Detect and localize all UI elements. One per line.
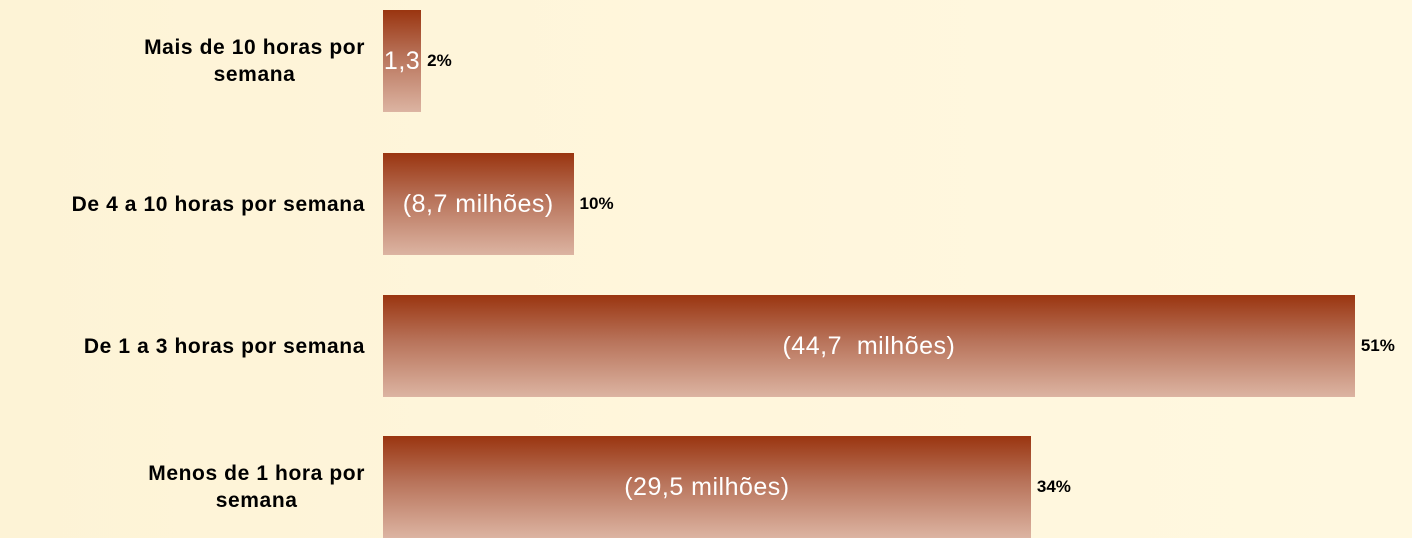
value-label: 34% [1036, 477, 1071, 496]
bar-row: Mais de 10 horas por semana 1,3 2% [0, 10, 1412, 112]
bar: (44,7 milhões) [383, 295, 1355, 397]
bar-row: Menos de 1 hora por semana (29,5 milhões)… [0, 436, 1412, 538]
bar: 1,3 [383, 10, 422, 112]
category-label: De 4 a 10 horas por semana [0, 153, 365, 255]
category-text: Menos de 1 hora por semana [148, 462, 365, 512]
bar: (8,7 milhões) [383, 153, 574, 255]
value-label: 2% [427, 51, 452, 70]
category-label: Mais de 10 horas por semana [0, 10, 365, 112]
bar: (29,5 milhões) [383, 436, 1031, 538]
value-label: 51% [1360, 336, 1395, 355]
category-label: Menos de 1 hora por semana [0, 436, 365, 538]
category-text: De 1 a 3 horas por semana [83, 334, 365, 358]
category-text: Mais de 10 horas por semana [144, 36, 365, 86]
bar-row: De 4 a 10 horas por semana (8,7 milhões) 1… [0, 153, 1412, 255]
value-label: 10% [579, 194, 614, 213]
category-label: De 1 a 3 horas por semana [0, 295, 365, 397]
category-text: De 4 a 10 horas por semana [71, 192, 365, 216]
bar-row: De 1 a 3 horas por semana (44,7 milhões) 5… [0, 295, 1412, 397]
